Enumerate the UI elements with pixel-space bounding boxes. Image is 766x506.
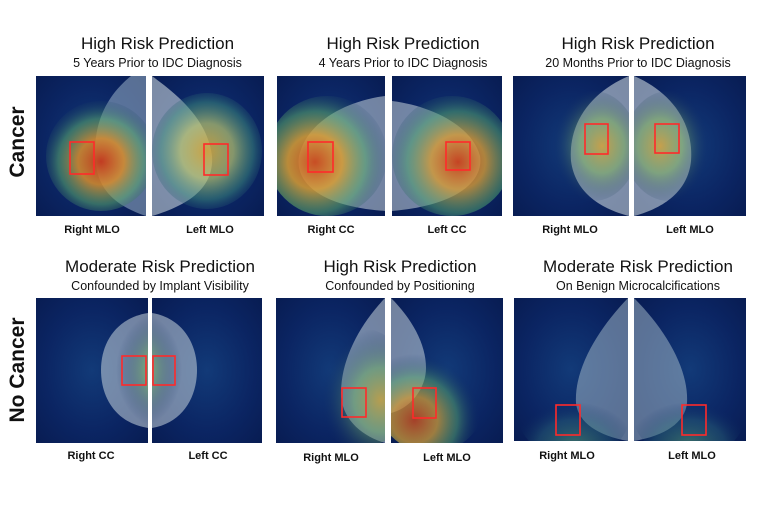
- panel-1-heading: High Risk Prediction: [80, 34, 235, 53]
- roi-box: [203, 143, 229, 176]
- panel-4-subtitle: Confounded by Implant Visibility: [71, 279, 249, 293]
- panel-2-subtitle: 4 Years Prior to IDC Diagnosis: [318, 56, 488, 70]
- row-label-no-cancer: No Cancer: [6, 317, 29, 423]
- panel-5-image-right: [391, 298, 503, 443]
- panel-4-image-left: [36, 298, 148, 443]
- panel-1-title: High Risk Prediction 5 Years Prior to ID…: [35, 34, 280, 71]
- panel-6-image-right: [634, 298, 746, 441]
- panel-1-right-view-label: Left MLO: [186, 224, 234, 236]
- panel-5-title: High Risk Prediction Confounded by Posit…: [275, 257, 525, 294]
- panel-6-subtitle: On Benign Microcalcifications: [556, 279, 720, 293]
- panel-2-heading: High Risk Prediction: [326, 34, 480, 53]
- panel-6-title: Moderate Risk Prediction On Benign Micro…: [513, 257, 763, 294]
- panel-1-left-view-label: Right MLO: [64, 224, 120, 236]
- panel-4-left-view-label: Right CC: [67, 450, 115, 462]
- roi-box: [654, 123, 680, 154]
- roi-box: [121, 355, 147, 386]
- panel-2-image-right: [392, 76, 502, 216]
- panel-3-right-view-label: Left MLO: [666, 224, 714, 236]
- panel-1-image-left: [36, 76, 146, 216]
- roi-box: [445, 141, 471, 171]
- panel-6-left-view-label: Right MLO: [539, 450, 595, 462]
- panel-1-image-right: [152, 76, 264, 216]
- panel-1-subtitle: 5 Years Prior to IDC Diagnosis: [73, 56, 242, 70]
- roi-box: [341, 387, 367, 418]
- panel-2-title: High Risk Prediction 4 Years Prior to ID…: [278, 34, 528, 71]
- panel-3-title: High Risk Prediction 20 Months Prior to …: [513, 34, 763, 71]
- roi-box: [412, 387, 437, 419]
- panel-4-right-view-label: Left CC: [188, 450, 228, 462]
- roi-box: [69, 141, 95, 175]
- roi-box: [681, 404, 707, 436]
- roi-box: [152, 355, 176, 386]
- panel-6-image-left: [514, 298, 628, 441]
- panel-3-image-left: [513, 76, 629, 216]
- panel-5-right-view-label: Left MLO: [423, 452, 471, 464]
- panel-3-heading: High Risk Prediction: [561, 34, 715, 53]
- panel-3-subtitle: 20 Months Prior to IDC Diagnosis: [545, 56, 731, 70]
- panel-4-heading: Moderate Risk Prediction: [65, 257, 255, 276]
- panel-2-image-left: [277, 76, 385, 216]
- panel-2-left-view-label: Right CC: [307, 224, 355, 236]
- panel-6-heading: Moderate Risk Prediction: [543, 257, 733, 276]
- panel-5-heading: High Risk Prediction: [323, 257, 477, 276]
- panel-5-subtitle: Confounded by Positioning: [325, 279, 475, 293]
- panel-3-left-view-label: Right MLO: [542, 224, 598, 236]
- panel-4-image-right: [152, 298, 262, 443]
- panel-5-image-left: [276, 298, 385, 443]
- panel-3-image-right: [634, 76, 746, 216]
- panel-6-right-view-label: Left MLO: [668, 450, 716, 462]
- panel-2-right-view-label: Left CC: [427, 224, 467, 236]
- roi-box: [307, 141, 334, 173]
- row-label-cancer: Cancer: [6, 106, 29, 178]
- roi-box: [555, 404, 581, 436]
- panel-4-title: Moderate Risk Prediction Confounded by I…: [35, 257, 285, 294]
- panel-5-left-view-label: Right MLO: [303, 452, 359, 464]
- roi-box: [584, 123, 609, 155]
